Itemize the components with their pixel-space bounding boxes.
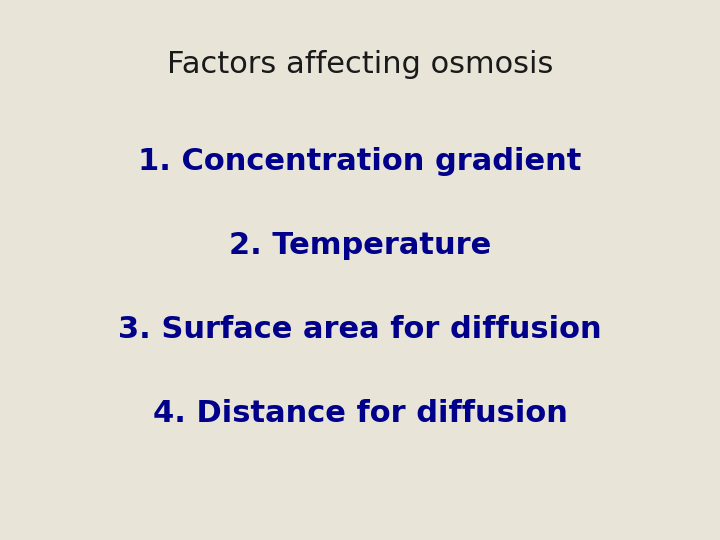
Text: 3. Surface area for diffusion: 3. Surface area for diffusion xyxy=(118,315,602,344)
Text: Factors affecting osmosis: Factors affecting osmosis xyxy=(167,50,553,79)
Text: 2. Temperature: 2. Temperature xyxy=(229,231,491,260)
Text: 1. Concentration gradient: 1. Concentration gradient xyxy=(138,147,582,177)
Text: 4. Distance for diffusion: 4. Distance for diffusion xyxy=(153,399,567,428)
